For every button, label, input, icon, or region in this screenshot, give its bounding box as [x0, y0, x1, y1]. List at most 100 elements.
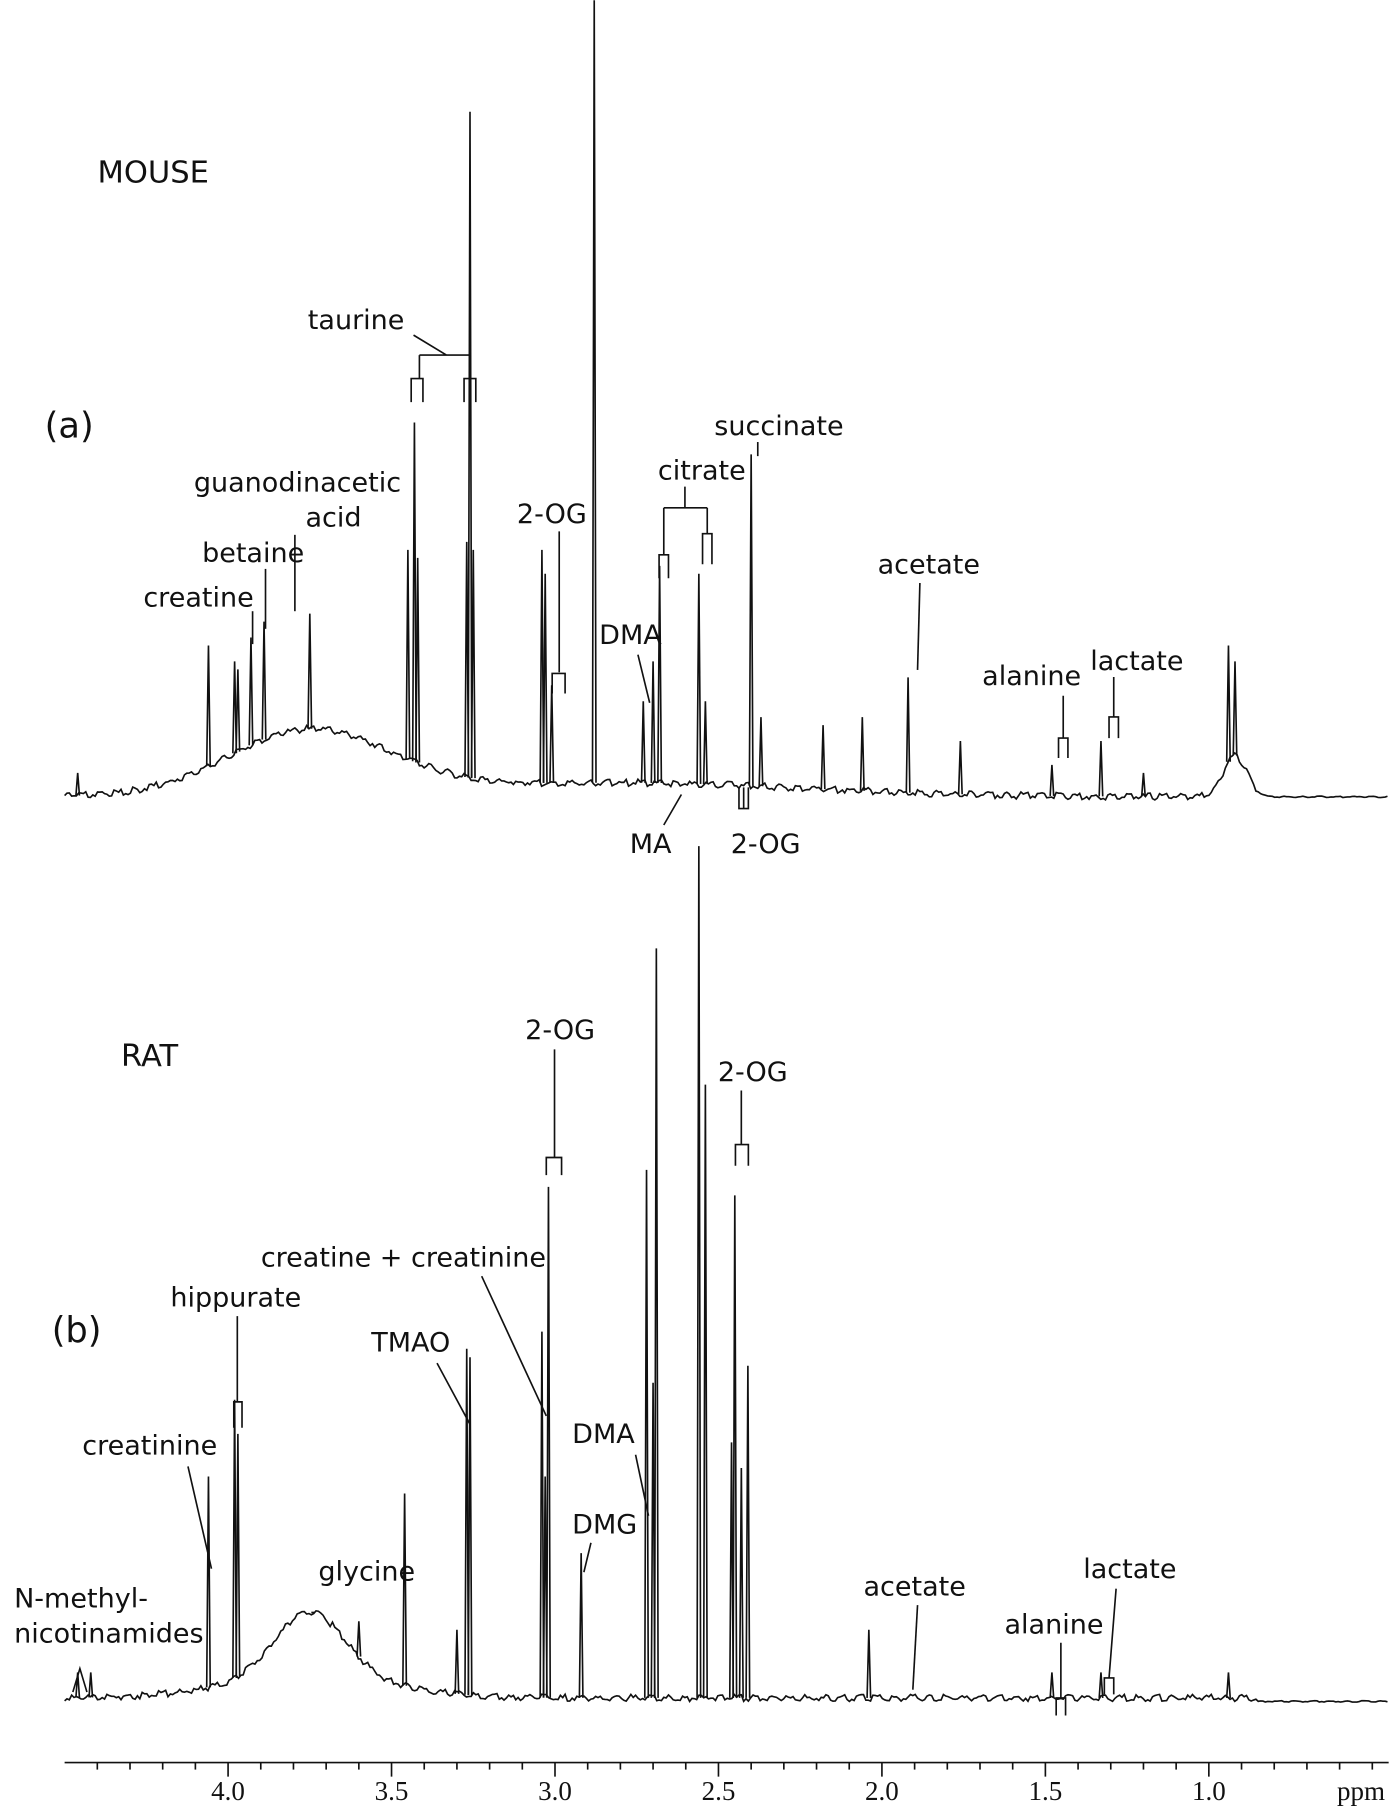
- spectrum-peak: [657, 565, 663, 784]
- peak-annotation: succinate: [714, 411, 843, 442]
- spectrum-baseline: [64, 723, 1388, 802]
- annotation-pointer: [436, 1362, 471, 1425]
- spectrum-peak: [467, 111, 473, 778]
- spectrum-peak: [738, 1467, 744, 1698]
- spectrum-peak: [578, 1553, 584, 1698]
- spectrum-peak: [405, 549, 411, 759]
- x-tick-label: 3.0: [538, 1776, 572, 1806]
- annotation-pointer: [1103, 1588, 1117, 1695]
- annotation-pointer: [658, 486, 713, 579]
- peak-annotation: alanine: [982, 661, 1081, 692]
- spectrum-peak: [75, 772, 81, 796]
- peak-annotation: N-methyl-: [14, 1583, 148, 1614]
- spectrum-peak: [402, 1493, 408, 1686]
- peak-annotation: nicotinamides: [14, 1619, 203, 1650]
- peak-annotation: hippurate: [170, 1283, 301, 1314]
- x-tick-label: 1.5: [1028, 1776, 1062, 1806]
- annotation-pointer: [551, 531, 566, 694]
- peak-annotation: taurine: [308, 305, 405, 336]
- annotation-pointer: [734, 1090, 750, 1166]
- spectrum-peak: [356, 1621, 362, 1657]
- peak-annotation: alanine: [1004, 1609, 1103, 1640]
- annotation-pointer: [916, 582, 921, 670]
- spectrum-peak: [1140, 772, 1147, 797]
- annotation-pointer: [634, 1454, 650, 1516]
- spectrum-peak: [248, 637, 254, 746]
- spectrum-peak: [542, 573, 548, 783]
- peak-annotation: acetate: [878, 550, 980, 581]
- annotation-pointer: [187, 1466, 213, 1569]
- peak-annotation: creatine: [143, 583, 253, 614]
- spectrum-peak: [549, 685, 555, 783]
- peak-annotation: 2-OG: [525, 1015, 595, 1046]
- spectrum-peak: [464, 1348, 470, 1695]
- spectrum-peak: [859, 717, 865, 791]
- annotation-pointer: [1108, 676, 1120, 739]
- spectrum-peak: [696, 846, 702, 1698]
- spectrum-peak: [702, 701, 708, 785]
- annotation-pointer: [545, 1049, 563, 1176]
- spectrum-peak: [745, 1365, 751, 1698]
- spectrum-peak: [235, 1433, 241, 1677]
- peak-annotation: 2-OG: [517, 499, 587, 530]
- x-tick-label: 4.0: [211, 1776, 245, 1806]
- spectrum-peak: [261, 621, 267, 740]
- x-tick-label: 2.5: [702, 1776, 736, 1806]
- panel-label: (b): [52, 1310, 102, 1351]
- spectrum-peak: [650, 661, 656, 783]
- annotation-pointer: [738, 787, 750, 810]
- annotation-pointer: [1055, 1642, 1067, 1716]
- peak-annotation: lactate: [1083, 1554, 1176, 1585]
- spectrum-peak: [1049, 1672, 1055, 1698]
- spectrum-peak: [232, 1399, 238, 1679]
- peak-annotation: 2-OG: [731, 829, 801, 860]
- annotation-pointer: [663, 794, 683, 826]
- spectrum-peak: [591, 0, 597, 783]
- spectrum-baseline: [64, 1609, 1388, 1703]
- spectrum-peak: [820, 725, 826, 790]
- peak-annotation: betaine: [202, 538, 304, 569]
- annotation-pointer: [480, 1275, 548, 1417]
- x-tick-label: 1.0: [1192, 1776, 1226, 1806]
- spectrum-peak: [470, 549, 476, 779]
- spectrum-peak: [235, 669, 241, 752]
- panel-label: (a): [45, 405, 94, 446]
- x-tick-label: 3.5: [375, 1776, 409, 1806]
- spectrum-peak: [205, 1476, 212, 1688]
- spectrum-peak: [545, 1186, 552, 1698]
- annotation-pointer: [637, 654, 651, 704]
- spectrum-peak: [1049, 764, 1055, 796]
- peak-annotation: creatine + creatinine: [261, 1243, 546, 1274]
- peak-annotation: MA: [630, 829, 672, 860]
- annotation-pointer: [72, 1665, 88, 1693]
- spectrum-peak: [640, 701, 646, 783]
- x-tick-label: 2.0: [865, 1776, 899, 1806]
- annotation-pointer: [912, 1605, 919, 1690]
- spectrum-peak: [643, 1169, 650, 1698]
- spectrum-peak: [467, 1357, 473, 1695]
- peak-annotation: acid: [305, 503, 361, 534]
- spectrum-peak: [1225, 645, 1232, 762]
- peak-annotation: 2-OG: [718, 1057, 788, 1088]
- spectrum-peak: [205, 645, 212, 767]
- spectrum-peak: [1232, 661, 1238, 756]
- spectrum-peak: [454, 1629, 460, 1694]
- peak-annotation: DMA: [599, 620, 662, 651]
- spectrum-peak: [415, 557, 421, 763]
- spectrum-peak: [232, 661, 238, 754]
- species-label: MOUSE: [98, 155, 209, 190]
- spectrum-peak: [732, 1195, 738, 1698]
- spectrum-peak: [75, 1672, 81, 1698]
- spectrum-peak: [696, 573, 702, 784]
- annotation-pointer: [1057, 695, 1069, 759]
- x-axis-label: ppm: [1337, 1776, 1385, 1806]
- spectrum-peak: [1098, 1672, 1104, 1698]
- spectrum-peak: [653, 948, 659, 1698]
- spectrum-peak: [539, 549, 545, 783]
- spectrum-peak: [307, 613, 313, 729]
- spectrum-peak: [411, 422, 418, 762]
- spectrum-peak: [1225, 1672, 1232, 1698]
- peak-annotation: DMA: [572, 1419, 635, 1450]
- spectrum-peak: [758, 717, 764, 787]
